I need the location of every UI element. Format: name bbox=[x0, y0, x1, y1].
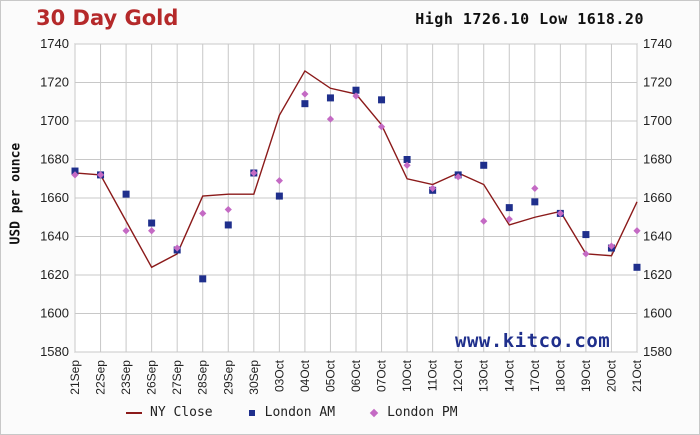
london-am-point bbox=[224, 221, 232, 229]
x-tick-label: 06Oct bbox=[349, 359, 363, 392]
london-pm-point bbox=[224, 205, 232, 214]
y-tick-label-left: 1660 bbox=[40, 190, 69, 205]
london-pm-point bbox=[377, 123, 386, 131]
london-pm-point bbox=[403, 161, 411, 169]
london-pm-point bbox=[122, 227, 130, 235]
london-am-square-icon bbox=[248, 409, 255, 416]
london-am-point bbox=[275, 192, 283, 200]
x-tick-label: 21Oct bbox=[630, 359, 644, 392]
x-tick-label: 10Oct bbox=[400, 359, 414, 392]
y-tick-label-right: 1640 bbox=[643, 229, 672, 244]
x-tick-label: 26Sep bbox=[145, 360, 159, 395]
y-tick-label-right: 1720 bbox=[643, 75, 672, 90]
y-tick-label-right: 1580 bbox=[643, 344, 672, 359]
y-tick-label-right: 1740 bbox=[643, 36, 672, 51]
x-tick-label: 03Oct bbox=[272, 359, 286, 392]
y-tick-label-left: 1680 bbox=[40, 152, 69, 167]
london-pm-point bbox=[633, 227, 641, 235]
chart-title: 30 Day Gold bbox=[36, 6, 179, 30]
london-pm-point bbox=[607, 242, 616, 250]
x-tick-label: 14Oct bbox=[502, 359, 516, 392]
x-tick-label: 28Sep bbox=[196, 360, 210, 395]
x-tick-label: 17Oct bbox=[528, 359, 542, 392]
x-tick-label: 19Oct bbox=[579, 359, 593, 392]
x-tick-label: 21Sep bbox=[68, 360, 82, 395]
london-pm-point bbox=[275, 177, 283, 185]
x-tick-label: 29Sep bbox=[221, 360, 235, 395]
x-tick-label: 27Sep bbox=[170, 360, 184, 395]
london-pm-point bbox=[199, 209, 207, 217]
x-tick-label: 11Oct bbox=[426, 359, 440, 391]
london-pm-point bbox=[301, 90, 309, 98]
x-tick-label: 22Sep bbox=[94, 360, 108, 395]
london-am-point bbox=[378, 96, 386, 104]
legend-item-ny-close: NY Close bbox=[126, 405, 213, 420]
london-pm-point bbox=[148, 227, 156, 235]
london-am-point bbox=[633, 263, 641, 271]
y-tick-label-right: 1600 bbox=[643, 306, 672, 321]
legend-item-london-am: London AM bbox=[248, 405, 336, 420]
london-pm-point bbox=[582, 250, 590, 258]
y-tick-label-left: 1600 bbox=[40, 306, 69, 321]
legend-label-ny-close: NY Close bbox=[150, 405, 213, 420]
london-pm-point bbox=[71, 171, 79, 179]
y-tick-label-right: 1660 bbox=[643, 190, 672, 205]
x-tick-label: 13Oct bbox=[477, 359, 491, 392]
x-tick-label: 12Oct bbox=[451, 359, 465, 392]
legend-label-london-am: London AM bbox=[264, 405, 336, 420]
london-am-point bbox=[71, 167, 79, 175]
x-tick-label: 07Oct bbox=[375, 359, 389, 392]
london-am-point bbox=[122, 190, 130, 198]
london-am-point bbox=[403, 156, 411, 163]
london-pm-diamond-icon bbox=[369, 408, 379, 417]
london-pm-point bbox=[480, 217, 488, 225]
ny-close-line-icon bbox=[126, 411, 142, 414]
london-pm-point bbox=[556, 209, 564, 217]
london-am-point bbox=[531, 198, 539, 206]
london-am-point bbox=[480, 161, 488, 169]
london-pm-point bbox=[429, 184, 437, 192]
london-pm-point bbox=[173, 244, 181, 252]
x-tick-label: 05Oct bbox=[323, 359, 337, 392]
y-tick-label-left: 1580 bbox=[40, 344, 69, 359]
y-tick-label-right: 1680 bbox=[643, 152, 672, 167]
legend-label-london-pm: London PM bbox=[387, 405, 458, 420]
london-am-point bbox=[582, 231, 590, 239]
london-am-point bbox=[199, 275, 207, 283]
x-tick-label: 04Oct bbox=[298, 359, 312, 392]
x-tick-label: 20Oct bbox=[604, 359, 618, 392]
london-am-point bbox=[301, 100, 309, 108]
london-pm-point bbox=[505, 215, 513, 223]
x-tick-label: 23Sep bbox=[119, 360, 133, 395]
y-tick-label-left: 1740 bbox=[40, 36, 69, 51]
london-am-point bbox=[326, 94, 334, 102]
london-pm-point bbox=[96, 171, 105, 179]
y-tick-label-left: 1620 bbox=[40, 267, 69, 282]
x-tick-label: 30Sep bbox=[247, 360, 261, 395]
y-tick-label-right: 1620 bbox=[643, 267, 672, 282]
london-am-point bbox=[148, 219, 156, 227]
y-tick-label-left: 1700 bbox=[40, 113, 69, 128]
london-pm-point bbox=[250, 169, 258, 177]
chart-legend: NY Close London AM London PM bbox=[126, 405, 494, 420]
legend-item-london-pm: London PM bbox=[369, 405, 458, 420]
london-pm-point bbox=[454, 173, 462, 181]
y-tick-label-left: 1720 bbox=[40, 75, 69, 90]
y-tick-label-left: 1640 bbox=[40, 229, 69, 244]
london-pm-point bbox=[531, 184, 539, 192]
x-tick-label: 18Oct bbox=[553, 359, 567, 392]
kitco-watermark: www.kitco.com bbox=[455, 330, 611, 352]
london-pm-point bbox=[326, 115, 335, 123]
y-tick-label-right: 1700 bbox=[643, 113, 672, 128]
london-am-point bbox=[352, 86, 360, 94]
london-pm-point bbox=[352, 92, 360, 100]
high-low-readout: High 1726.10 Low 1618.20 bbox=[415, 10, 644, 28]
london-am-point bbox=[505, 204, 513, 212]
